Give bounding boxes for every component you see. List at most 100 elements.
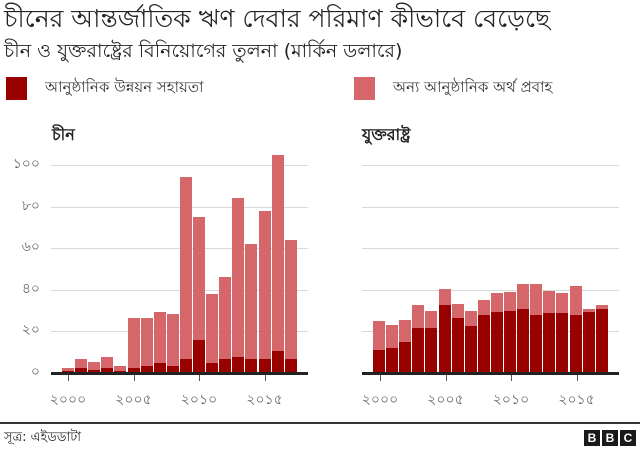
bar-segment-other-flows (206, 293, 219, 363)
legend-item-other-flows: অন্য আনুষ্ঠানিক অর্থ প্রবাহ (354, 76, 552, 100)
gridline (362, 206, 619, 208)
bar-2011 (517, 283, 530, 373)
bar-2000 (373, 321, 385, 373)
bar-2006 (140, 317, 153, 373)
bar-segment-other-flows (62, 367, 74, 371)
bar-segment-oda (153, 362, 166, 373)
bar-2008 (166, 313, 179, 373)
x-tick (68, 375, 69, 381)
bar-2001 (75, 359, 88, 373)
bar-segment-oda (245, 359, 258, 373)
bbc-logo-letter: B (584, 430, 600, 446)
x-tick (199, 375, 200, 381)
bar-segment-other-flows (464, 310, 477, 327)
bar-segment-oda (219, 359, 232, 373)
panel-title-usa: যুক্তরাষ্ট্র (362, 125, 411, 144)
gridline (362, 165, 619, 166)
bar-segment-other-flows (438, 288, 451, 306)
bar-segment-oda (75, 367, 88, 373)
bar-segment-oda (206, 362, 219, 373)
footer-divider (0, 422, 640, 424)
bar-2004 (425, 310, 438, 373)
bar-segment-other-flows (543, 290, 556, 313)
x-tick-label: ২০০০ (361, 392, 399, 408)
bar-segment-oda (490, 311, 503, 373)
bar-segment-oda (504, 310, 516, 373)
bar-2007 (464, 310, 477, 373)
bar-segment-oda (271, 351, 284, 373)
bar-segment-other-flows (582, 308, 595, 312)
bar-segment-oda (595, 308, 608, 373)
legend-label-other-flows: অন্য আনুষ্ঠানিক অর্থ প্রবাহ (393, 77, 553, 96)
bar-segment-other-flows (373, 321, 385, 351)
bar-2004 (114, 365, 127, 373)
x-tick-label: ২০০০ (49, 392, 87, 408)
bar-2001 (386, 325, 399, 373)
bar-segment-oda (412, 328, 425, 373)
gridline (51, 248, 308, 250)
bar-segment-oda (232, 357, 245, 373)
x-axis-baseline (51, 372, 308, 375)
bar-segment-other-flows (556, 292, 569, 313)
bar-segment-other-flows (490, 292, 503, 312)
bar-2012 (530, 283, 543, 373)
x-tick-label: ২০১৫ (246, 392, 283, 408)
bar-segment-oda (179, 359, 192, 373)
bar-segment-other-flows (386, 325, 399, 349)
bar-segment-other-flows (127, 317, 140, 368)
bar-segment-oda (451, 317, 464, 373)
legend-swatch-oda (6, 76, 27, 100)
bar-segment-other-flows (412, 305, 425, 329)
bar-2014 (556, 292, 569, 373)
bar-2005 (438, 288, 451, 373)
bar-segment-other-flows (258, 210, 271, 360)
bar-2015 (258, 210, 271, 373)
bar-segment-other-flows (75, 359, 88, 368)
x-tick-label: ২০১০ (180, 392, 218, 408)
bar-2008 (477, 300, 490, 373)
bar-segment-other-flows (271, 154, 284, 352)
bar-2009 (179, 177, 192, 373)
bar-2017 (284, 239, 297, 373)
x-tick (380, 375, 381, 381)
bar-2003 (101, 357, 114, 373)
bar-2010 (504, 291, 516, 373)
bar-2013 (543, 290, 556, 373)
x-tick-label: ২০০৫ (115, 392, 152, 408)
x-tick (133, 375, 135, 381)
bar-segment-other-flows (399, 319, 412, 342)
bar-segment-oda (127, 367, 140, 373)
chart-subtitle: চীন ও যুক্তরাষ্ট্রের বিনিয়োগের তুলনা (ম… (4, 40, 403, 62)
bar-segment-other-flows (477, 300, 490, 315)
bar-segment-oda (425, 328, 438, 373)
bar-segment-other-flows (114, 365, 127, 371)
bar-2016 (582, 308, 595, 373)
bar-2016 (271, 154, 284, 373)
gridline (362, 248, 619, 250)
bar-2000 (62, 367, 74, 373)
bar-segment-other-flows (193, 217, 205, 340)
bar-segment-oda (517, 308, 530, 373)
bbc-logo-letter: B (602, 430, 618, 446)
bar-2005 (127, 317, 140, 373)
x-tick-label: ২০১৫ (558, 392, 595, 408)
bar-segment-oda (284, 359, 297, 373)
x-tick (445, 375, 447, 381)
bar-2012 (219, 277, 232, 373)
bar-segment-other-flows (517, 283, 530, 309)
bar-2015 (569, 285, 582, 373)
bar-segment-other-flows (166, 313, 179, 366)
bar-segment-other-flows (140, 317, 153, 366)
bar-segment-oda (477, 314, 490, 373)
bar-2002 (399, 319, 412, 373)
gridline (362, 289, 619, 291)
x-tick (264, 375, 266, 381)
bar-2017 (595, 305, 608, 373)
x-tick-label: ২০০৫ (427, 392, 464, 408)
bar-2009 (490, 292, 503, 373)
y-tick-label: ৬০ (21, 239, 40, 256)
x-tick-label: ২০১০ (492, 392, 530, 408)
bar-segment-other-flows (219, 277, 232, 360)
bar-segment-other-flows (504, 291, 516, 311)
bbc-logo: B B C (584, 430, 636, 446)
